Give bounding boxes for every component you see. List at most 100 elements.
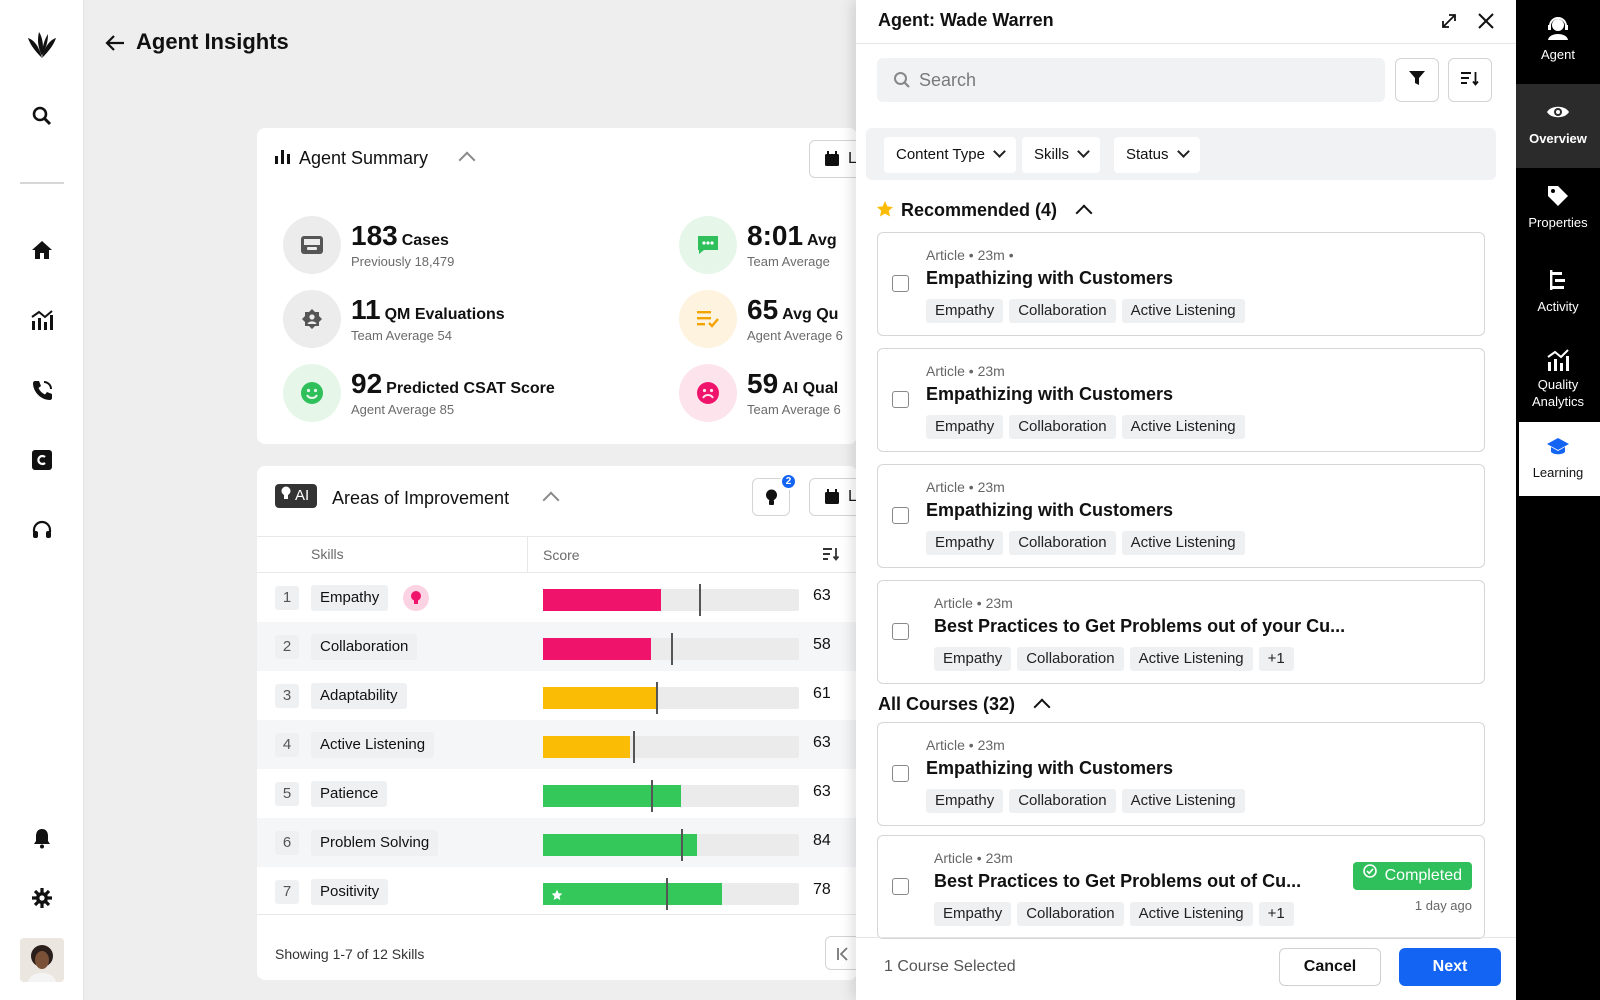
- first-page-icon: [837, 947, 849, 966]
- table-row[interactable]: 7 Positivity 78: [257, 867, 857, 916]
- course-checkbox[interactable]: [892, 765, 909, 782]
- skill-tag: Empathy: [926, 299, 1004, 323]
- stat-value: 183: [351, 220, 398, 251]
- search-icon: [893, 71, 911, 94]
- table-row[interactable]: 2 Collaboration 58: [257, 622, 857, 671]
- course-tags: Empathy Collaboration Active Listening: [926, 415, 1245, 439]
- course-card[interactable]: Article • 23m Empathizing with Customers E…: [877, 722, 1485, 826]
- rank-number: 5: [275, 782, 299, 806]
- cancel-button[interactable]: Cancel: [1279, 948, 1381, 986]
- skill-tag: Active Listening: [1121, 299, 1245, 323]
- stat-value: 8:01: [747, 220, 804, 251]
- rail-item-agent[interactable]: Agent: [1516, 0, 1600, 84]
- collapse-chevron-icon[interactable]: [458, 151, 476, 169]
- course-meta: Article • 23m: [934, 850, 1013, 866]
- score-fill: [543, 883, 723, 905]
- status-filter[interactable]: Status: [1114, 137, 1200, 173]
- rail-item-properties[interactable]: Properties: [1516, 168, 1600, 252]
- table-row[interactable]: 6 Problem Solving 84: [257, 818, 857, 867]
- search-input[interactable]: Search: [877, 58, 1385, 102]
- rail-item-activity[interactable]: Activity: [1516, 252, 1600, 336]
- course-card[interactable]: Article • 23m Best Practices to Get Probl…: [877, 835, 1485, 939]
- score-track: [543, 731, 799, 763]
- all-courses-section-title: All Courses (32): [878, 694, 1016, 714]
- skills-column-header[interactable]: Skills: [311, 546, 344, 562]
- skill-chip: Problem Solving: [311, 830, 439, 856]
- rail-label: Quality Analytics: [1531, 377, 1585, 409]
- filter-button[interactable]: [1395, 58, 1439, 102]
- avatar[interactable]: [20, 938, 64, 982]
- score-fill: [543, 834, 697, 856]
- table-row[interactable]: 3 Adaptability 61: [257, 671, 857, 720]
- back-arrow-icon[interactable]: [104, 32, 126, 54]
- skill-tag: Collaboration: [1017, 647, 1124, 671]
- reports-icon[interactable]: [24, 302, 60, 338]
- table-row[interactable]: 1 Empathy 63: [257, 573, 857, 622]
- home-icon[interactable]: [24, 232, 60, 268]
- next-button[interactable]: Next: [1399, 948, 1501, 986]
- list-check-icon: [679, 290, 737, 348]
- rail-label: Agent: [1541, 47, 1575, 62]
- first-page-button[interactable]: [825, 936, 861, 970]
- activity-icon: [1546, 268, 1570, 292]
- learning-panel: Agent: Wade Warren Search Content Type S…: [856, 0, 1516, 1000]
- course-meta: Article • 23m •: [926, 247, 1014, 263]
- course-checkbox[interactable]: [892, 623, 909, 640]
- table-row[interactable]: 4 Active Listening 63: [257, 720, 857, 769]
- calendar-icon: [824, 489, 840, 510]
- insights-button[interactable]: 2: [752, 473, 797, 516]
- close-icon[interactable]: [1477, 12, 1495, 35]
- logo-icon[interactable]: [24, 28, 60, 64]
- analytics-icon: [1546, 348, 1570, 372]
- collapse-chevron-icon[interactable]: [1033, 698, 1051, 716]
- average-marker: [681, 829, 684, 861]
- average-marker: [650, 780, 653, 812]
- content-type-filter[interactable]: Content Type: [884, 137, 1016, 173]
- course-checkbox[interactable]: [892, 391, 909, 408]
- rail-label: Learning: [1532, 465, 1584, 480]
- course-checkbox[interactable]: [892, 507, 909, 524]
- filter-label: Status: [1126, 146, 1169, 163]
- phone-icon[interactable]: [24, 372, 60, 408]
- bell-icon[interactable]: [24, 820, 60, 856]
- sort-icon[interactable]: [823, 547, 840, 566]
- hint-lightbulb-icon[interactable]: [403, 585, 429, 611]
- course-card[interactable]: Article • 23m Empathizing with Customers E…: [877, 464, 1485, 568]
- rail-item-overview[interactable]: Overview: [1516, 84, 1600, 168]
- table-divider: [257, 536, 857, 537]
- table-row[interactable]: 5 Patience 63: [257, 769, 857, 818]
- course-meta: Article • 23m: [934, 595, 1013, 611]
- skill-chip: Empathy: [311, 585, 389, 611]
- stat-subtext: Team Average 6: [747, 402, 841, 417]
- course-card[interactable]: Article • 23m Best Practices to Get Probl…: [877, 580, 1485, 684]
- course-checkbox[interactable]: [892, 275, 909, 292]
- skill-tag: Empathy: [926, 531, 1004, 555]
- course-card[interactable]: Article • 23m Empathizing with Customers E…: [877, 348, 1485, 452]
- headset-icon[interactable]: [24, 512, 60, 548]
- completed-badge: Completed: [1352, 862, 1472, 890]
- settings-icon[interactable]: [24, 880, 60, 916]
- course-tags: Empathy Collaboration Active Listening +1: [934, 647, 1294, 671]
- agent-summary-card: Agent Summary L 183 Cases Previously 18,4…: [257, 128, 869, 444]
- completed-time: 1 day ago: [1414, 898, 1472, 913]
- skills-filter[interactable]: Skills: [1022, 137, 1101, 173]
- rail-item-learning[interactable]: Learning: [1516, 422, 1600, 496]
- rank-number: 7: [275, 880, 299, 904]
- c-app-icon[interactable]: [24, 442, 60, 478]
- rail-item-quality-analytics[interactable]: Quality Analytics: [1516, 336, 1600, 420]
- agent-summary-title: Agent Summary: [299, 148, 429, 168]
- course-checkbox[interactable]: [892, 878, 909, 895]
- score-track: [543, 780, 799, 812]
- score-value: 84: [813, 832, 831, 849]
- rank-number: 3: [275, 684, 299, 708]
- search-icon[interactable]: [24, 98, 60, 134]
- course-card[interactable]: Article • 23m • Empathizing with Customer…: [877, 232, 1485, 336]
- course-meta: Article • 23m: [926, 363, 1005, 379]
- expand-icon[interactable]: [1440, 12, 1458, 35]
- collapse-chevron-icon[interactable]: [542, 491, 560, 509]
- rank-number: 1: [275, 586, 299, 610]
- score-column-header[interactable]: Score: [543, 547, 580, 563]
- skill-tag: +1: [1258, 647, 1294, 671]
- sort-button[interactable]: [1448, 58, 1492, 102]
- collapse-chevron-icon[interactable]: [1075, 204, 1093, 222]
